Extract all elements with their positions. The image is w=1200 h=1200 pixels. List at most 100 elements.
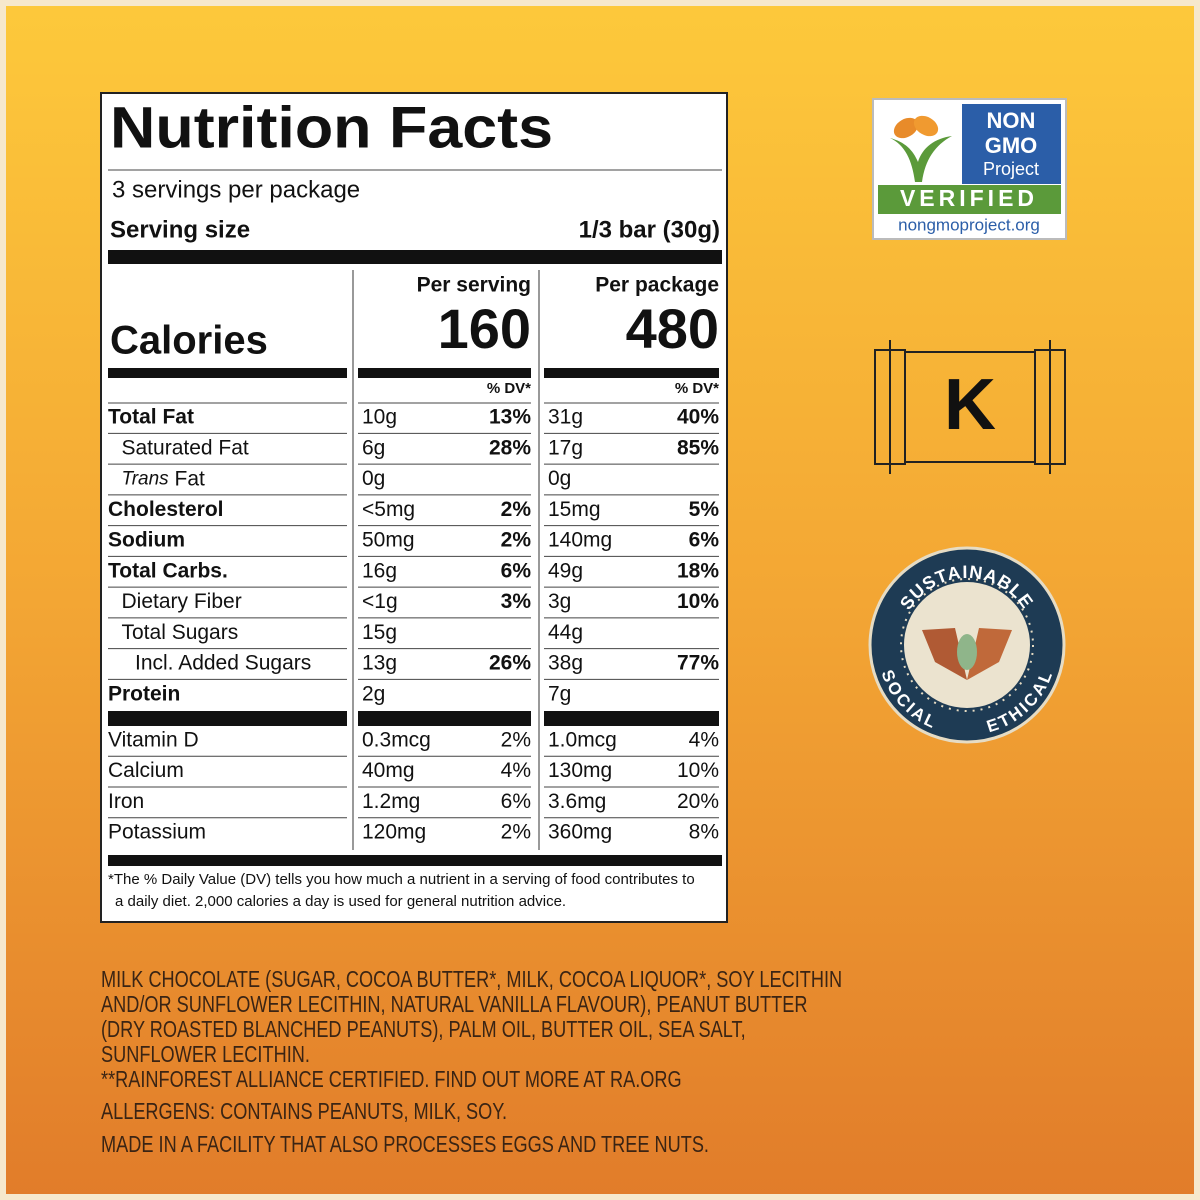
ingredient-line: (DRY ROASTED BLANCHED PEANUTS), PALM OIL… <box>101 1017 746 1043</box>
amount: 38g <box>548 652 583 675</box>
amount: 7g <box>548 682 571 705</box>
rule-bar <box>108 250 722 264</box>
ingredient-line: AND/OR SUNFLOWER LECITHIN, NATURAL VANIL… <box>101 992 807 1018</box>
daily-value: 2% <box>501 729 531 752</box>
rule-bar <box>544 711 719 726</box>
amount: 1.2mg <box>362 790 420 813</box>
daily-value: 2% <box>501 498 532 521</box>
butterfly-wing <box>913 115 939 137</box>
daily-value: 6% <box>689 529 720 552</box>
amount: 16g <box>362 559 397 582</box>
amount: 0.3mcg <box>362 729 431 752</box>
kosher-symbol: K <box>874 340 1066 474</box>
badge-green <box>878 185 1061 214</box>
seed-icon <box>957 634 977 670</box>
nutrient-name: Total Sugars <box>122 621 239 644</box>
nutrient-name: Trans Fat <box>122 467 206 490</box>
column-header: Per serving <box>417 274 531 297</box>
badge-text: NON <box>987 108 1036 133</box>
daily-value: 2% <box>501 529 532 552</box>
daily-value: 13% <box>489 406 531 429</box>
dv-header: % DV* <box>675 380 719 397</box>
rule-bar <box>108 711 347 726</box>
badge-verified: VERIFIED <box>900 185 1038 211</box>
serving-size-label: Serving size <box>110 216 250 243</box>
amount: 3g <box>548 590 571 613</box>
ingredient-line: SUNFLOWER LECITHIN. <box>101 1042 310 1068</box>
nutrient-name: Incl. Added Sugars <box>135 652 311 675</box>
amount: 3.6mg <box>548 790 606 813</box>
amount: 15g <box>362 621 397 644</box>
rule-bar <box>108 368 347 378</box>
ingredient-line: **RAINFOREST ALLIANCE CERTIFIED. FIND OU… <box>101 1067 682 1093</box>
daily-value: 26% <box>489 652 531 675</box>
amount: 10g <box>362 406 397 429</box>
daily-value: 28% <box>489 436 531 459</box>
amount: 49g <box>548 559 583 582</box>
daily-value: 77% <box>677 652 719 675</box>
nutrient-name: Protein <box>108 682 180 705</box>
amount: 0g <box>548 467 571 490</box>
daily-value: 4% <box>689 729 719 752</box>
serving-size: 1/3 bar (30g) <box>579 216 720 243</box>
servings: 3 servings per package <box>112 176 360 203</box>
ingredient-line: MILK CHOCOLATE (SUGAR, COCOA BUTTER*, MI… <box>101 967 842 993</box>
rule-bar <box>358 711 531 726</box>
ingredients: MILK CHOCOLATE (SUGAR, COCOA BUTTER*, MI… <box>101 967 842 1158</box>
nutrient-name: Sodium <box>108 529 185 552</box>
nutrient-name: Potassium <box>108 821 206 844</box>
kosher-letter: K <box>944 365 996 445</box>
daily-value: 2% <box>501 821 531 844</box>
daily-value: 5% <box>689 498 720 521</box>
allergens: ALLERGENS: CONTAINS PEANUTS, MILK, SOY. <box>101 1099 507 1125</box>
nutrient-name: Iron <box>108 790 144 813</box>
calories-value: 480 <box>626 297 719 360</box>
dv-header: % DV* <box>487 380 531 397</box>
amount: 1.0mcg <box>548 729 617 752</box>
amount: 2g <box>362 682 385 705</box>
nutrient-name: Total Carbs. <box>108 559 228 582</box>
amount: 0g <box>362 467 385 490</box>
nutrient-name: Saturated Fat <box>122 436 249 459</box>
hand-icon <box>922 628 967 680</box>
amount: <5mg <box>362 498 415 521</box>
amount: 17g <box>548 436 583 459</box>
nutrient-name: Dietary Fiber <box>122 590 242 613</box>
daily-value: 18% <box>677 559 719 582</box>
badge-text: Project <box>983 159 1039 179</box>
calories-label: Calories <box>110 319 268 363</box>
column-header: Per package <box>595 274 719 297</box>
footnote: *The % Daily Value (DV) tells you how mu… <box>108 871 695 888</box>
hand-icon <box>967 628 1012 680</box>
non-gmo-badge: NON GMO Project VERIFIED nongmoproject.o… <box>872 98 1067 240</box>
amount: 50mg <box>362 529 415 552</box>
amount: 140mg <box>548 529 612 552</box>
daily-value: 20% <box>677 790 719 813</box>
amount: <1g <box>362 590 398 613</box>
daily-value: 6% <box>501 559 532 582</box>
badge-blue <box>962 104 1061 184</box>
daily-value: 8% <box>689 821 719 844</box>
daily-value: 40% <box>677 406 719 429</box>
daily-value: 10% <box>677 590 719 613</box>
amount: 44g <box>548 621 583 644</box>
daily-value: 3% <box>501 590 532 613</box>
badge-url: nongmoproject.org <box>898 215 1040 234</box>
amount: 130mg <box>548 759 612 782</box>
nutrient-name: Cholesterol <box>108 498 224 521</box>
amount: 15mg <box>548 498 601 521</box>
sprout-icon <box>890 136 952 182</box>
nutrient-name: Calcium <box>108 759 184 782</box>
nutrient-name: Vitamin D <box>108 729 199 752</box>
amount: 360mg <box>548 821 612 844</box>
facility: MADE IN A FACILITY THAT ALSO PROCESSES E… <box>101 1132 709 1158</box>
nutrient-name: Fat <box>175 467 206 490</box>
daily-value: 85% <box>677 436 719 459</box>
calories-value: 160 <box>438 297 531 360</box>
label-box <box>100 92 728 923</box>
daily-value: 4% <box>501 759 531 782</box>
rule-bar <box>544 368 719 378</box>
